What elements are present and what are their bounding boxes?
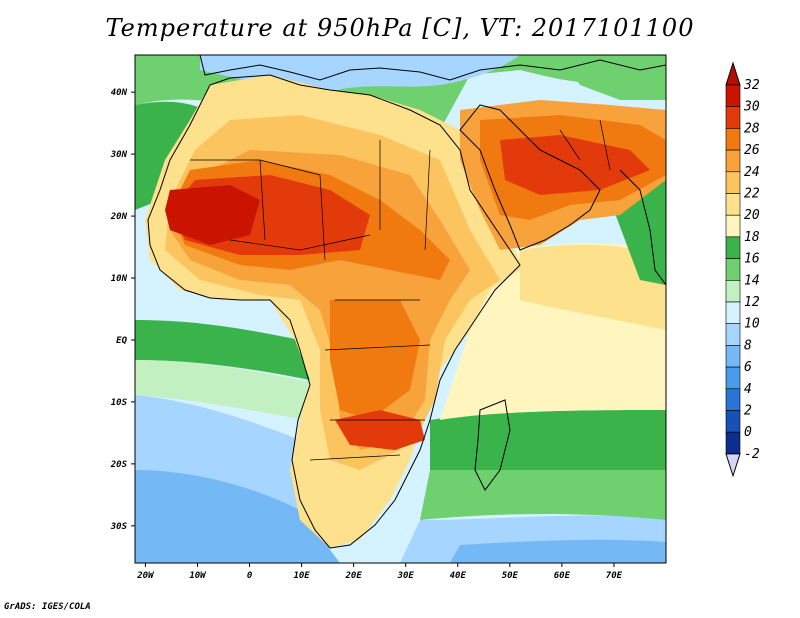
colorbar-label: 14 — [744, 273, 760, 288]
arabia-red — [500, 135, 650, 195]
lon-tick-label: 70E — [606, 571, 623, 581]
arabian-sea-yellow — [520, 244, 666, 330]
green-ocean-east — [430, 410, 666, 470]
colorbar-label: 18 — [744, 230, 760, 245]
colorbar-swatch — [725, 301, 741, 325]
mauritania-dred — [165, 185, 260, 245]
green-ocean-southeast — [420, 470, 666, 520]
lon-tick-label: 0 — [247, 571, 253, 581]
africa-coastline — [147, 74, 521, 549]
colorbar-swatch — [725, 410, 741, 433]
madagascar-coastline — [474, 399, 511, 491]
lat-tick-label: 20N — [110, 212, 128, 222]
colorbar-swatch — [725, 84, 741, 108]
country-borders — [190, 119, 611, 461]
colorbar-swatch — [725, 388, 741, 411]
iran-north-green — [560, 55, 666, 100]
latitude-axis: 40N 30N 20N 10N EQ 10S 20S 30S — [110, 88, 135, 532]
lon-tick-label: 20E — [345, 571, 363, 581]
grads-credit: GrADS: IGES/COLA — [4, 602, 91, 612]
colorbar-label: 16 — [744, 252, 760, 267]
lat-tick-label: 30N — [110, 150, 128, 160]
colorbar-label: 24 — [744, 165, 760, 180]
lat-tick-label: 20S — [110, 460, 128, 470]
lon-tick-label: 30E — [397, 571, 415, 581]
colorbar-swatch — [725, 279, 741, 303]
lat-tick-label: EQ — [116, 336, 127, 346]
colorbar-label: 30 — [743, 100, 760, 115]
colorbar-label: 32 — [743, 78, 760, 93]
colorbar-swatch — [725, 214, 741, 238]
colorbar-swatch — [725, 366, 741, 390]
colorbar-swatch — [725, 171, 741, 194]
lat-tick-label: 30S — [110, 522, 128, 532]
colorbar-label: 4 — [744, 382, 752, 397]
lon-tick-label: 50E — [502, 571, 519, 581]
chart-title: Temperature at 950hPa [C], VT: 201710110… — [105, 14, 695, 42]
colorbar-swatch — [725, 106, 741, 129]
colorbar-swatch — [725, 431, 741, 455]
arabia-coastline — [459, 104, 601, 251]
lon-tick-label: 40E — [450, 571, 467, 581]
lon-tick-label: 10E — [293, 571, 310, 581]
green-ocean-west — [135, 320, 310, 380]
colorbar-label: 6 — [744, 360, 752, 375]
colorbar-swatch — [725, 345, 741, 368]
colorbar-label: 10 — [744, 317, 760, 332]
cold-southeast-band — [450, 539, 666, 563]
lat-tick-label: 40N — [111, 88, 128, 98]
longitude-axis: 20W 10W 0 10E 20E 30E 40E 50E 60E 70E — [136, 563, 623, 581]
lat-tick-label: 10N — [111, 274, 128, 284]
colorbar-label: -2 — [744, 447, 760, 462]
colorbar-swatch — [725, 149, 741, 173]
colorbar-label: 28 — [744, 121, 760, 136]
colorbar-top-arrow — [725, 61, 741, 86]
colorbar-label: 22 — [744, 187, 760, 202]
colorbar-swatch — [725, 193, 741, 216]
colorbar-swatch — [725, 323, 741, 346]
colorbar-label: 20 — [744, 208, 760, 223]
india-coastline — [619, 169, 666, 286]
colorbar-label: 12 — [744, 295, 760, 310]
coastlines — [147, 55, 666, 549]
lon-tick-label: 60E — [554, 571, 571, 581]
colorbar-label: 26 — [744, 143, 760, 158]
lat-tick-label: 10S — [111, 398, 128, 408]
colorbar-swatch — [725, 128, 741, 151]
lon-tick-label: 10W — [189, 571, 207, 581]
colorbar-bottom-arrow — [725, 453, 741, 478]
colorbar-label: 8 — [744, 338, 752, 353]
mint-ocean-west — [135, 360, 310, 420]
colorbar-label: 0 — [744, 425, 752, 440]
europe-coastline — [199, 55, 666, 81]
temperature-field — [135, 55, 666, 563]
plot-frame — [134, 54, 667, 564]
colorbar-swatch — [725, 236, 741, 259]
central-africa-dorange — [330, 300, 420, 420]
cold-south-band — [135, 470, 340, 563]
colorbar-label: 2 — [744, 404, 752, 419]
lon-tick-label: 20W — [136, 571, 155, 581]
colorbar-swatch — [725, 258, 741, 281]
